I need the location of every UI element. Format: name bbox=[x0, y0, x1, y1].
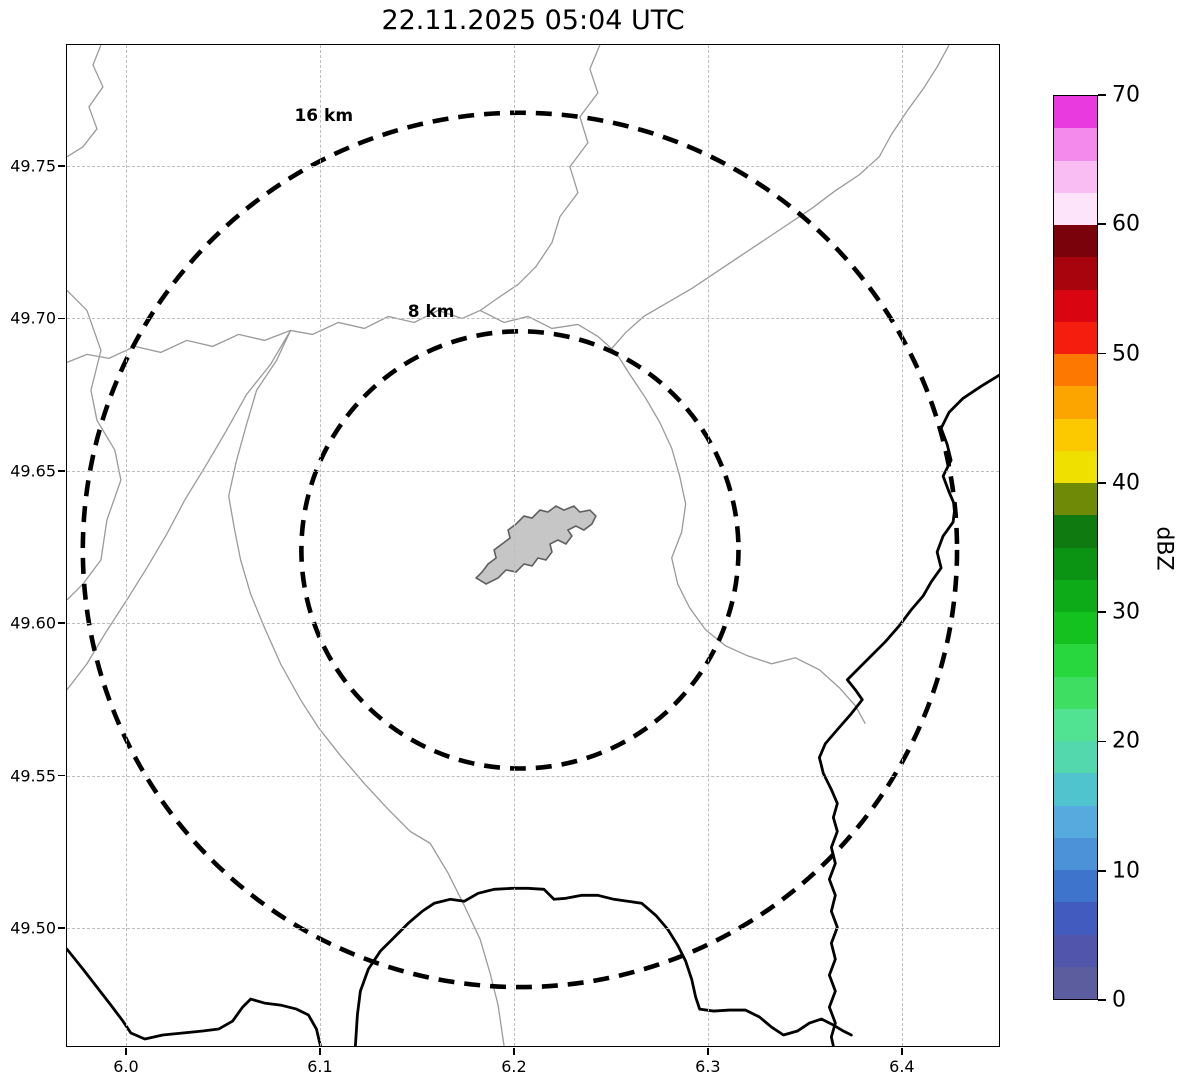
y-tick-label: 49.50 bbox=[10, 918, 56, 938]
x-tick-mark bbox=[319, 1048, 321, 1055]
colorbar-segment bbox=[1054, 612, 1097, 645]
gridline-horizontal bbox=[67, 623, 999, 625]
admin-boundary-path bbox=[67, 45, 104, 158]
gridline-horizontal bbox=[67, 470, 999, 472]
colorbar-tick-label: 60 bbox=[1112, 211, 1140, 237]
colorbar-segment bbox=[1054, 966, 1097, 999]
colorbar-segment bbox=[1054, 450, 1097, 483]
gridline-vertical bbox=[125, 45, 127, 1046]
colorbar-segment bbox=[1054, 547, 1097, 580]
admin-boundary-path bbox=[67, 330, 292, 691]
x-tick-label: 6.3 bbox=[695, 1057, 721, 1076]
timestamp-title: 22.11.2025 05:04 UTC bbox=[381, 5, 685, 36]
colorbar-tick-mark bbox=[1098, 94, 1106, 96]
colorbar-segment bbox=[1054, 515, 1097, 548]
colorbar-tick-mark bbox=[1098, 740, 1106, 743]
range-ring-8km bbox=[299, 329, 741, 771]
colorbar-segment bbox=[1054, 483, 1097, 516]
colorbar-segment bbox=[1054, 96, 1097, 129]
colorbar-tick-label: 70 bbox=[1112, 82, 1140, 108]
y-tick-mark bbox=[58, 622, 65, 624]
colorbar-segment bbox=[1054, 805, 1097, 838]
y-tick-mark bbox=[58, 165, 65, 167]
colorbar-tick-mark bbox=[1098, 869, 1106, 872]
y-tick-label: 49.65 bbox=[10, 461, 56, 481]
admin-boundary-path bbox=[67, 290, 122, 601]
colorbar-segment bbox=[1054, 321, 1097, 354]
y-tick-mark bbox=[58, 469, 65, 472]
y-tick-label: 49.75 bbox=[10, 156, 56, 176]
colorbar-segment bbox=[1054, 708, 1097, 741]
colorbar-tick-label: 0 bbox=[1112, 987, 1126, 1013]
colorbar-segment bbox=[1054, 386, 1097, 419]
range-ring-label-8km: 8 km bbox=[407, 302, 455, 323]
admin-boundary-path bbox=[67, 309, 481, 363]
colorbar-tick-label: 40 bbox=[1112, 470, 1140, 496]
y-tick-mark bbox=[58, 774, 65, 777]
gridline-vertical bbox=[319, 45, 321, 1046]
country-border-east-path bbox=[817, 373, 999, 1046]
x-tick-label: 6.1 bbox=[307, 1057, 333, 1076]
y-tick-mark bbox=[58, 317, 65, 320]
colorbar-axis-label: dBZ bbox=[1151, 526, 1177, 571]
colorbar-segment bbox=[1054, 773, 1097, 806]
colorbar-tick-mark bbox=[1098, 352, 1106, 355]
colorbar-segment bbox=[1054, 837, 1097, 870]
colorbar-segment bbox=[1054, 934, 1097, 967]
x-tick-label: 6.0 bbox=[113, 1057, 139, 1076]
gridline-horizontal bbox=[67, 927, 999, 929]
gridline-vertical bbox=[901, 45, 903, 1046]
admin-boundary-path bbox=[479, 45, 601, 312]
colorbar-segment bbox=[1054, 225, 1097, 258]
admin-boundary-path bbox=[227, 330, 505, 1046]
city-boundary-polygon bbox=[474, 505, 597, 585]
x-tick-mark bbox=[901, 1048, 903, 1055]
map-plot-area: 16 km 8 km 6.0 6.1 6.2 6.3 6.4 49.75 49.70 49.6… bbox=[10, 44, 1000, 1076]
colorbar-tick-mark bbox=[1098, 999, 1106, 1001]
colorbar-tick-label: 50 bbox=[1112, 341, 1140, 367]
colorbar-segment bbox=[1054, 644, 1097, 677]
x-tick-mark bbox=[125, 1048, 127, 1055]
colorbar-segment bbox=[1054, 192, 1097, 225]
colorbar-tick-mark bbox=[1098, 611, 1106, 613]
colorbar-segment bbox=[1054, 160, 1097, 193]
map-svg bbox=[67, 45, 999, 1046]
colorbar-tick-label: 10 bbox=[1112, 858, 1140, 884]
colorbar-segment bbox=[1054, 579, 1097, 612]
colorbar-segment bbox=[1054, 418, 1097, 451]
gridline-vertical bbox=[707, 45, 709, 1046]
colorbar-segment bbox=[1054, 676, 1097, 709]
colorbar-segment bbox=[1054, 257, 1097, 290]
colorbar-tick-mark bbox=[1098, 223, 1106, 226]
admin-boundary-path bbox=[479, 309, 866, 724]
colorbar bbox=[1053, 95, 1098, 1000]
colorbar-segment bbox=[1054, 870, 1097, 903]
y-tick-label: 49.70 bbox=[10, 308, 56, 328]
colorbar-segment bbox=[1054, 902, 1097, 935]
colorbar-segment bbox=[1054, 128, 1097, 161]
x-tick-label: 6.2 bbox=[501, 1057, 527, 1076]
gridline-vertical bbox=[513, 45, 515, 1046]
range-ring-label-16km: 16 km bbox=[294, 106, 354, 127]
x-tick-label: 6.4 bbox=[889, 1057, 915, 1076]
gridline-horizontal bbox=[67, 318, 999, 320]
colorbar-tick-mark bbox=[1098, 482, 1106, 484]
y-tick-mark bbox=[58, 927, 65, 929]
gridline-horizontal bbox=[67, 165, 999, 167]
country-border-south-path bbox=[353, 886, 853, 1046]
x-tick-mark bbox=[707, 1048, 709, 1055]
gridline-horizontal bbox=[67, 775, 999, 777]
country-border-southwest-path bbox=[67, 947, 322, 1046]
colorbar-segment bbox=[1054, 741, 1097, 774]
colorbar-tick-label: 30 bbox=[1112, 599, 1140, 625]
colorbar-segment bbox=[1054, 289, 1097, 322]
x-tick-mark bbox=[513, 1048, 515, 1055]
y-tick-label: 49.55 bbox=[10, 766, 56, 786]
colorbar-tick-label: 20 bbox=[1112, 728, 1140, 754]
colorbar-segment bbox=[1054, 354, 1097, 387]
y-tick-label: 49.60 bbox=[10, 613, 56, 633]
